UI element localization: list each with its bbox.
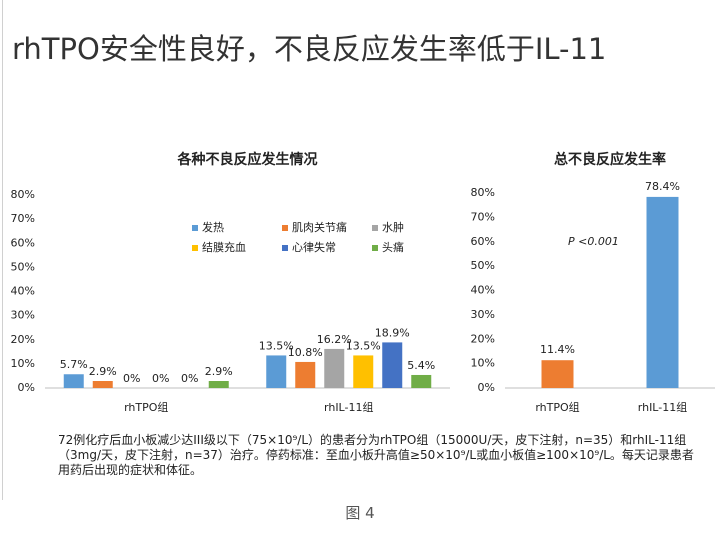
y-tick-label: 80%: [11, 188, 35, 201]
bar: [92, 381, 113, 388]
bar: [411, 374, 432, 388]
value-label: 13.5%: [346, 339, 381, 352]
y-tick-label: 30%: [471, 308, 495, 321]
x-tick-label: rhTPO组: [124, 400, 168, 414]
y-tick-label: 80%: [471, 186, 495, 199]
bar: [63, 374, 84, 388]
edge-line: [2, 0, 3, 500]
y-tick-label: 60%: [11, 236, 35, 249]
y-tick-label: 50%: [471, 259, 495, 272]
legend-swatch: [372, 225, 378, 231]
value-label: 2.9%: [205, 365, 233, 378]
x-tick-label: rhTPO组: [535, 400, 579, 414]
slide-title: rhTPO安全性良好，不良反应发生率低于IL-11: [12, 32, 607, 66]
legend-label: 结膜充血: [202, 240, 246, 254]
chart-title: 各种不良反应发生情况: [177, 151, 318, 168]
x-tick-label: rhIL-11组: [638, 400, 687, 414]
x-tick-label: rhIL-11组: [324, 400, 373, 414]
figure-label: 图 4: [345, 504, 375, 522]
bar: [295, 361, 316, 388]
annotation: P <0.001: [568, 235, 619, 248]
bar: [646, 196, 679, 388]
legend-label: 发热: [202, 220, 224, 234]
legend-label: 水肿: [382, 220, 404, 234]
y-tick-label: 40%: [471, 284, 495, 297]
bar: [353, 355, 374, 388]
legend-swatch: [282, 225, 288, 231]
value-label: 10.8%: [288, 346, 323, 359]
chart-title: 总不良反应发生率: [554, 151, 666, 168]
legend-label: 心律失常: [292, 241, 336, 254]
y-tick-label: 20%: [11, 333, 35, 346]
value-label: 0%: [152, 372, 169, 385]
value-label: 5.7%: [60, 358, 88, 371]
y-tick-label: 60%: [471, 235, 495, 248]
charts: 各种不良反应发生情况 0% 10% 20% 30% 40% 50% 60% 70% 80% rhTP…: [11, 151, 715, 414]
y-tick-label: 70%: [471, 210, 495, 223]
y-tick-label: 30%: [11, 309, 35, 322]
y-tick-label: 40%: [11, 285, 35, 298]
value-label: 0%: [181, 372, 198, 385]
bar: [208, 381, 229, 388]
bar: [382, 342, 403, 388]
y-tick-label: 50%: [11, 260, 35, 273]
y-tick-label: 10%: [471, 357, 495, 370]
legend-label: 肌肉关节痛: [292, 220, 347, 234]
legend-label: 头痛: [382, 240, 404, 254]
value-label: 13.5%: [259, 339, 294, 352]
y-tick-label: 0%: [18, 381, 35, 394]
value-label: 78.4%: [645, 180, 680, 193]
bar: [266, 355, 287, 388]
legend-swatch: [372, 245, 378, 251]
legend-swatch: [192, 245, 198, 251]
bar: [541, 360, 574, 388]
y-tick-label: 20%: [471, 332, 495, 345]
value-label: 18.9%: [375, 326, 410, 339]
y-tick-label: 10%: [11, 357, 35, 370]
legend-swatch: [192, 225, 198, 231]
value-label: 16.2%: [317, 333, 352, 346]
footnote: 72例化疗后血小板减少达III级以下（75×10⁹/L）的患者分为rhTPO组（…: [58, 433, 694, 477]
bar: [324, 348, 345, 388]
y-tick-label: 70%: [11, 212, 35, 225]
y-tick-label: 0%: [478, 381, 495, 394]
value-label: 5.4%: [407, 359, 435, 372]
legend-swatch: [282, 245, 288, 251]
value-label: 0%: [123, 372, 140, 385]
value-label: 2.9%: [89, 365, 117, 378]
value-label: 11.4%: [540, 343, 575, 356]
